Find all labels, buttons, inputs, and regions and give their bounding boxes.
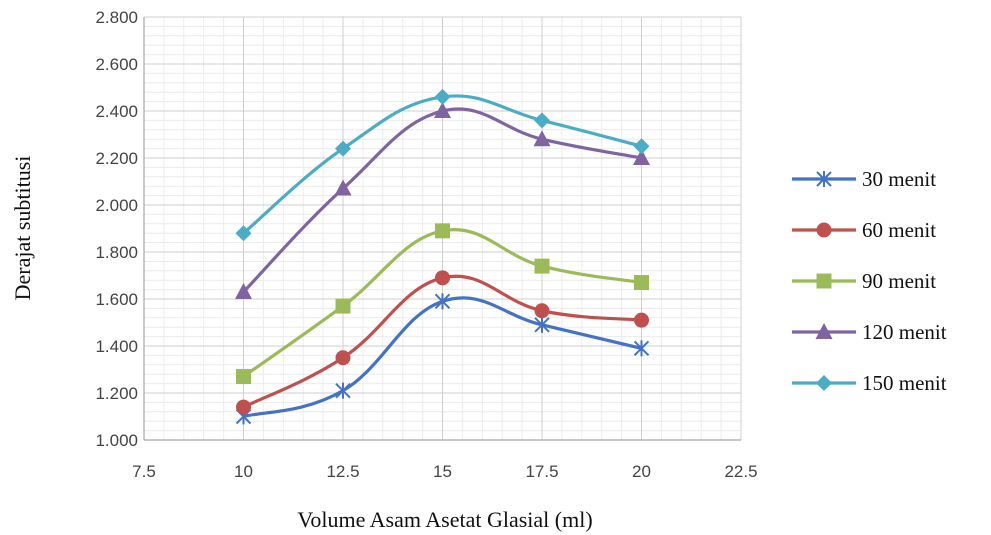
legend-label: 150 menit: [862, 371, 947, 395]
y-tick-label: 2.800: [95, 8, 138, 27]
legend-label: 30 menit: [862, 167, 936, 191]
y-tick-label: 1.800: [95, 243, 138, 262]
legend-item: 30 menit: [792, 167, 936, 191]
data-point-marker: [334, 179, 352, 196]
data-point-marker: [434, 88, 451, 105]
x-tick-label: 12.5: [326, 462, 359, 481]
legend-label: 90 menit: [862, 269, 936, 293]
legend: 30 menit 60 menit 90 menit 120 menit 150 men…: [792, 167, 947, 395]
data-point-marker: [435, 223, 450, 239]
data-point-marker: [633, 138, 650, 155]
data-point-marker: [633, 149, 650, 165]
legend-item: 150 menit: [792, 371, 947, 395]
series-90-menit: [236, 223, 649, 385]
legend-item: 90 menit: [792, 269, 936, 293]
legend-item: 120 menit: [792, 320, 947, 344]
axes: [143, 17, 741, 441]
legend-marker: [816, 222, 832, 238]
y-tick-label: 1.400: [95, 337, 138, 356]
series-layer: [235, 88, 650, 425]
series-30-menit: [235, 293, 650, 425]
y-tick-label: 1.600: [95, 290, 138, 309]
y-axis-title: Derajat subtitusi: [10, 156, 35, 301]
data-point-marker: [534, 303, 550, 319]
y-tick-label: 2.400: [95, 102, 138, 121]
legend-marker: [816, 171, 832, 187]
x-axis-title: Volume Asam Asetat Glasial (ml): [297, 507, 592, 532]
data-point-marker: [633, 340, 650, 357]
x-tick-label: 17.5: [525, 462, 558, 481]
x-tick-label: 22.5: [724, 462, 757, 481]
x-tick-label: 10: [234, 462, 253, 481]
data-point-marker: [534, 258, 550, 274]
data-point-marker: [634, 275, 649, 291]
data-point-marker: [534, 316, 550, 333]
data-point-marker: [335, 298, 351, 314]
data-point-marker: [435, 270, 450, 286]
y-tick-label: 2.000: [95, 196, 138, 215]
x-tick-label: 20: [632, 462, 651, 481]
series-150-menit: [235, 88, 650, 242]
series-60-menit: [236, 270, 649, 415]
data-point-marker: [236, 369, 251, 385]
legend-label: 60 menit: [862, 218, 936, 242]
y-tick-label: 2.600: [95, 55, 138, 74]
data-point-marker: [236, 399, 251, 415]
legend-item: 60 menit: [792, 218, 936, 242]
legend-marker: [816, 375, 832, 391]
x-tick-label: 15: [433, 462, 452, 481]
x-tick-labels: 7.5 10 12.5 15 17.5 20 22.5: [132, 462, 757, 481]
legend-marker: [815, 323, 833, 339]
data-point-marker: [634, 312, 649, 328]
y-tick-labels: 1.000 1.200 1.400 1.600 1.800 2.000 2.200 2.400…: [95, 8, 138, 450]
data-point-marker: [235, 225, 252, 242]
data-point-marker: [534, 112, 550, 129]
y-tick-label: 2.200: [95, 149, 138, 168]
legend-marker: [816, 273, 832, 289]
data-point-marker: [235, 282, 252, 299]
legend-label: 120 menit: [862, 320, 947, 344]
data-point-marker: [533, 130, 551, 147]
y-tick-label: 1.000: [95, 431, 138, 450]
series-120-menit: [235, 102, 650, 299]
data-point-marker: [434, 102, 451, 118]
data-point-marker: [335, 140, 351, 157]
data-point-marker: [335, 350, 351, 366]
y-tick-label: 1.200: [95, 384, 138, 403]
x-tick-label: 7.5: [132, 462, 156, 481]
data-point-marker: [335, 382, 351, 399]
data-point-marker: [434, 293, 451, 310]
